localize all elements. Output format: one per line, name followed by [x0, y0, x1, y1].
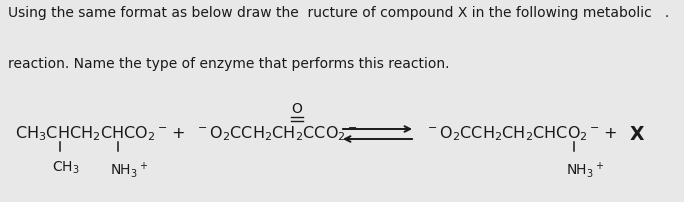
- Text: CH$_3$: CH$_3$: [52, 160, 79, 176]
- Text: NH$_3$$^+$: NH$_3$$^+$: [110, 160, 148, 180]
- Text: +: +: [603, 126, 617, 141]
- Text: X: X: [630, 124, 644, 143]
- Text: CH$_3$CHCH$_2$CHCO$_2$$^-$: CH$_3$CHCH$_2$CHCO$_2$$^-$: [15, 125, 168, 143]
- Text: $^-$O$_2$CCH$_2$CH$_2$CCO$_2$$^-$: $^-$O$_2$CCH$_2$CH$_2$CCO$_2$$^-$: [195, 125, 358, 143]
- Text: reaction. Name the type of enzyme that performs this reaction.: reaction. Name the type of enzyme that p…: [8, 57, 449, 70]
- Text: +: +: [171, 126, 185, 141]
- Text: Using the same format as below draw the  ructure of compound X in the following : Using the same format as below draw the …: [8, 6, 670, 20]
- Text: NH$_3$$^+$: NH$_3$$^+$: [566, 160, 604, 180]
- Text: $^-$O$_2$CCH$_2$CH$_2$CHCO$_2$$^-$: $^-$O$_2$CCH$_2$CH$_2$CHCO$_2$$^-$: [425, 125, 600, 143]
- Text: O: O: [291, 102, 302, 116]
